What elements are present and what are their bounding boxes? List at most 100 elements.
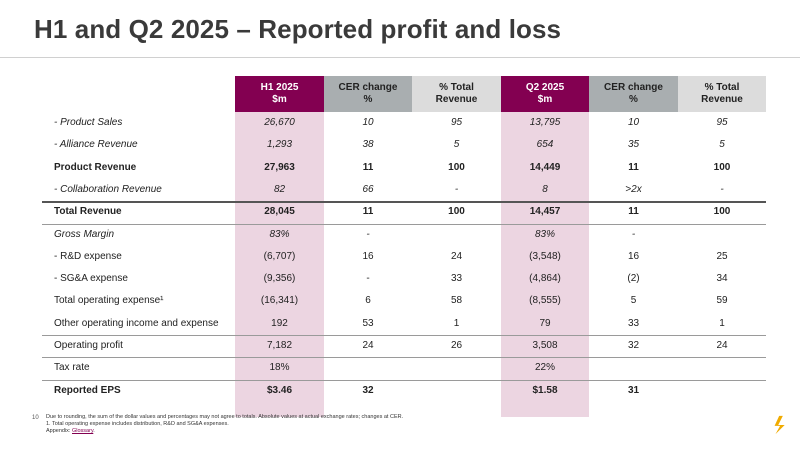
cell-cer2: 35 — [627, 139, 640, 151]
cell-pct2: - — [720, 183, 724, 195]
header-pct-total-revenue-h1: % Total Revenue — [412, 76, 501, 112]
cell-pct1: 1 — [453, 317, 460, 329]
title-divider — [0, 57, 800, 58]
cell-pct2: 100 — [713, 206, 731, 218]
cell-h1: 83% — [269, 228, 290, 240]
rule-above-total-revenue — [42, 201, 766, 203]
cell-h1: 82 — [273, 183, 286, 195]
company-logo-icon — [774, 415, 785, 435]
cell-q2: 22% — [534, 362, 555, 374]
cell-cer2: >2x — [625, 183, 642, 195]
cell-pct2: 1 — [719, 317, 725, 329]
table-row-total-operating-expense: Total operating expense¹ (16,341) 6 58 (8,55… — [42, 290, 766, 312]
table-row-r-d-expense: - R&D expense (6,707) 16 24 (3,548) 16 25 — [42, 246, 766, 268]
cell-q2: 14,457 — [529, 206, 561, 218]
page-number: 10 — [32, 415, 39, 421]
cell-cer2: - — [631, 228, 636, 240]
cell-cer2: 5 — [630, 295, 637, 307]
cell-pct1 — [412, 357, 501, 379]
cell-pct2 — [678, 224, 766, 246]
cell-pct2: 59 — [716, 295, 728, 307]
cell-q2: (8,555) — [529, 295, 561, 307]
cell-cer2: (2) — [627, 273, 640, 285]
q2-column-shade — [501, 112, 589, 417]
cell-pct2: 24 — [716, 340, 728, 351]
cell-h1: (16,341) — [260, 295, 299, 307]
cell-cer2: 32 — [627, 340, 640, 351]
cell-pct1: 58 — [450, 295, 463, 307]
page-title: H1 and Q2 2025 – Reported profit and los… — [34, 14, 562, 44]
cell-pct1: 33 — [450, 273, 463, 285]
cell-pct1: 100 — [448, 206, 465, 218]
cell-h1: 7,182 — [266, 340, 293, 351]
row-label: - Collaboration Revenue — [54, 183, 162, 195]
cell-pct2: 34 — [716, 273, 728, 285]
cell-h1: $3.46 — [266, 384, 293, 396]
cell-cer2: 31 — [627, 384, 640, 396]
cell-h1: 192 — [271, 317, 288, 329]
rule-above-operating-profit — [42, 335, 766, 336]
cell-cer1: 66 — [362, 183, 374, 195]
cell-q2: 79 — [539, 317, 551, 329]
table-row-tax-rate: Tax rate 18% 22% — [42, 357, 766, 379]
cell-q2: $1.58 — [532, 384, 558, 396]
row-label: - SG&A expense — [54, 273, 128, 285]
rule-above-reported-eps — [42, 379, 766, 381]
table-row-sg-a-expense: - SG&A expense (9,356) - 33 (4,864) (2) 34 — [42, 268, 766, 290]
cell-cer1: 24 — [362, 340, 374, 351]
rule-below-total-revenue — [42, 223, 766, 225]
footnote-rounding: Due to rounding, the sum of the dollar v… — [46, 414, 404, 420]
cell-q2: 83% — [534, 228, 555, 240]
cell-pct2: 5 — [719, 139, 725, 151]
cell-cer2: 11 — [628, 206, 639, 218]
table-row-other-operating-income-and-expense: Other operating income and expense 192 53 1… — [42, 313, 766, 335]
cell-q2: 13,795 — [529, 117, 561, 128]
cell-pct1: 100 — [448, 161, 465, 173]
cell-pct1: 24 — [450, 250, 463, 262]
header-cer-change-h1: CER change% — [324, 76, 412, 112]
header-q2-2025: Q2 2025 $m — [501, 76, 589, 112]
table-row-operating-profit: Operating profit 7,182 24 26 3,508 32 24 — [42, 335, 766, 357]
cell-pct1 — [412, 224, 501, 246]
cell-q2: (3,548) — [529, 250, 561, 262]
cell-h1: (6,707) — [263, 250, 296, 262]
cell-cer1: - — [366, 273, 370, 285]
cell-cer1: 6 — [365, 295, 371, 307]
cell-h1: (9,356) — [263, 273, 296, 285]
row-label: - Product Sales — [54, 117, 123, 128]
footnote-opex: 1. Total operating expense includes dist… — [46, 421, 229, 427]
cell-cer1: 53 — [362, 317, 374, 329]
footnotes: Due to rounding, the sum of the dollar v… — [46, 414, 403, 435]
table-row-product-sales: - Product Sales 26,670 10 95 13,795 10 95 — [42, 112, 766, 134]
glossary-link[interactable]: Glossary — [72, 428, 94, 434]
table-row-reported-eps: Reported EPS $3.46 32 $1.58 31 — [42, 380, 766, 402]
cell-cer1: 16 — [362, 250, 374, 262]
cell-pct2 — [678, 357, 766, 379]
cell-h1: 26,670 — [264, 117, 295, 128]
cell-h1: 18% — [269, 362, 290, 374]
cell-pct2: 100 — [713, 161, 731, 173]
cell-cer2: 10 — [627, 117, 640, 128]
table-row-alliance-revenue: - Alliance Revenue 1,293 38 5 654 35 5 — [42, 134, 766, 156]
h1-column-shade — [235, 112, 324, 417]
cell-pct2 — [678, 380, 766, 402]
header-pct-total-revenue-q2: % Total Revenue — [678, 76, 766, 112]
row-label: Total operating expense¹ — [54, 295, 164, 307]
cell-cer1: 11 — [362, 206, 374, 218]
cell-pct1: 26 — [450, 340, 463, 351]
row-label: Reported EPS — [54, 384, 121, 396]
cell-pct1: 5 — [453, 139, 460, 151]
row-label: Product Revenue — [54, 161, 137, 173]
cell-q2: 14,449 — [529, 161, 561, 173]
cell-cer1: 11 — [362, 161, 374, 173]
cell-pct1: 95 — [450, 117, 463, 128]
cell-q2: 3,508 — [532, 340, 558, 351]
cell-q2: 8 — [542, 183, 548, 195]
cell-q2: 654 — [536, 139, 554, 151]
row-label: Total Revenue — [54, 206, 122, 218]
cell-pct1 — [412, 380, 501, 402]
cell-pct1: - — [454, 183, 459, 195]
row-label: - Alliance Revenue — [54, 139, 138, 151]
table-row-collaboration-revenue: - Collaboration Revenue 82 66 - 8 >2x - — [42, 179, 766, 201]
row-label: - R&D expense — [54, 250, 122, 262]
